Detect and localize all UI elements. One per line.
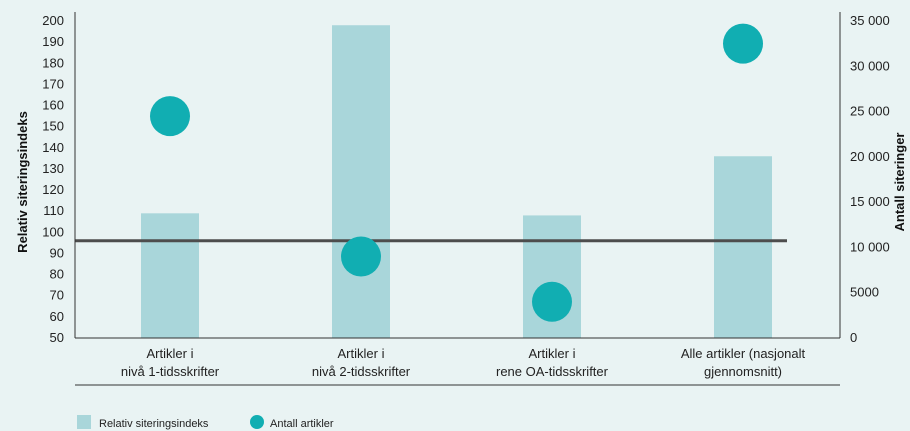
y-tick-label-6: 100 bbox=[42, 224, 64, 239]
point-1 bbox=[150, 96, 190, 137]
category-label-3-line-2: rene OA-tidsskrifter bbox=[496, 364, 609, 379]
y-tick-label-2: 60 bbox=[50, 309, 64, 324]
y-tick-label-5: 90 bbox=[50, 245, 64, 260]
y-tick-label-12: 160 bbox=[42, 98, 64, 113]
legend-bar-label: Relativ siteringsindeks bbox=[99, 418, 209, 430]
category-labels: Artikler i nivå 1-tidsskrifter Artikler i n… bbox=[121, 346, 806, 379]
legend-bar-swatch bbox=[77, 415, 91, 429]
y2-tick-label-1: 0 bbox=[850, 330, 857, 345]
bar-2 bbox=[332, 25, 390, 339]
category-label-3-line-1: Artikler i bbox=[529, 346, 576, 361]
category-label-1-line-2: nivå 1-tidsskrifter bbox=[121, 364, 220, 379]
y-tick-label-14: 180 bbox=[42, 55, 64, 70]
point-3 bbox=[532, 281, 572, 322]
y2-tick-label-6: 25 000 bbox=[850, 104, 890, 119]
y-tick-label-1: 50 bbox=[50, 330, 64, 345]
category-label-4-line-1: Alle artikler (nasjonalt bbox=[681, 346, 806, 361]
y2-tick-label-7: 30 000 bbox=[850, 58, 890, 73]
left-tick-labels: 50 60 70 80 90 100 110 120 130 140 150 160 170 180 190… bbox=[42, 13, 64, 345]
y-tick-label-8: 120 bbox=[42, 182, 64, 197]
legend: Relativ siteringsindeks Antall artikler bbox=[77, 415, 334, 430]
y2-axis-title: Antall siteringer bbox=[892, 133, 907, 232]
legend-point-label: Antall artikler bbox=[270, 418, 334, 430]
y-tick-label-15: 190 bbox=[42, 34, 64, 49]
category-label-1-line-1: Artikler i bbox=[147, 346, 194, 361]
y-tick-label-3: 70 bbox=[50, 288, 64, 303]
y-tick-label-4: 80 bbox=[50, 267, 64, 282]
point-4 bbox=[723, 23, 763, 64]
bar-4 bbox=[714, 156, 772, 338]
y-tick-label-9: 130 bbox=[42, 161, 64, 176]
y2-tick-label-2: 5000 bbox=[850, 285, 879, 300]
y-tick-label-11: 150 bbox=[42, 119, 64, 134]
y2-tick-label-8: 35 000 bbox=[850, 13, 890, 28]
points-layer bbox=[150, 23, 763, 322]
y-tick-label-16: 200 bbox=[42, 13, 64, 28]
category-label-2-line-2: nivå 2-tidsskrifter bbox=[312, 364, 411, 379]
y-axis-title: Relativ siteringsindeks bbox=[15, 111, 30, 253]
legend-point-swatch bbox=[250, 415, 264, 429]
bars-layer bbox=[141, 25, 772, 339]
right-tick-labels: 0 5000 10 000 15 000 20 000 25 000 30 000 35 00… bbox=[850, 13, 890, 345]
y2-tick-label-4: 15 000 bbox=[850, 194, 890, 209]
category-label-4-line-2: gjennomsnitt) bbox=[704, 364, 782, 379]
y2-tick-label-3: 10 000 bbox=[850, 239, 890, 254]
point-2 bbox=[341, 236, 381, 277]
category-label-2-line-1: Artikler i bbox=[338, 346, 385, 361]
axes-layer bbox=[74, 12, 841, 386]
y-tick-label-10: 140 bbox=[42, 140, 64, 155]
bar-1 bbox=[141, 213, 199, 338]
y-tick-label-7: 110 bbox=[43, 203, 64, 218]
y-tick-label-13: 170 bbox=[42, 76, 64, 91]
y2-tick-label-5: 20 000 bbox=[850, 149, 890, 164]
